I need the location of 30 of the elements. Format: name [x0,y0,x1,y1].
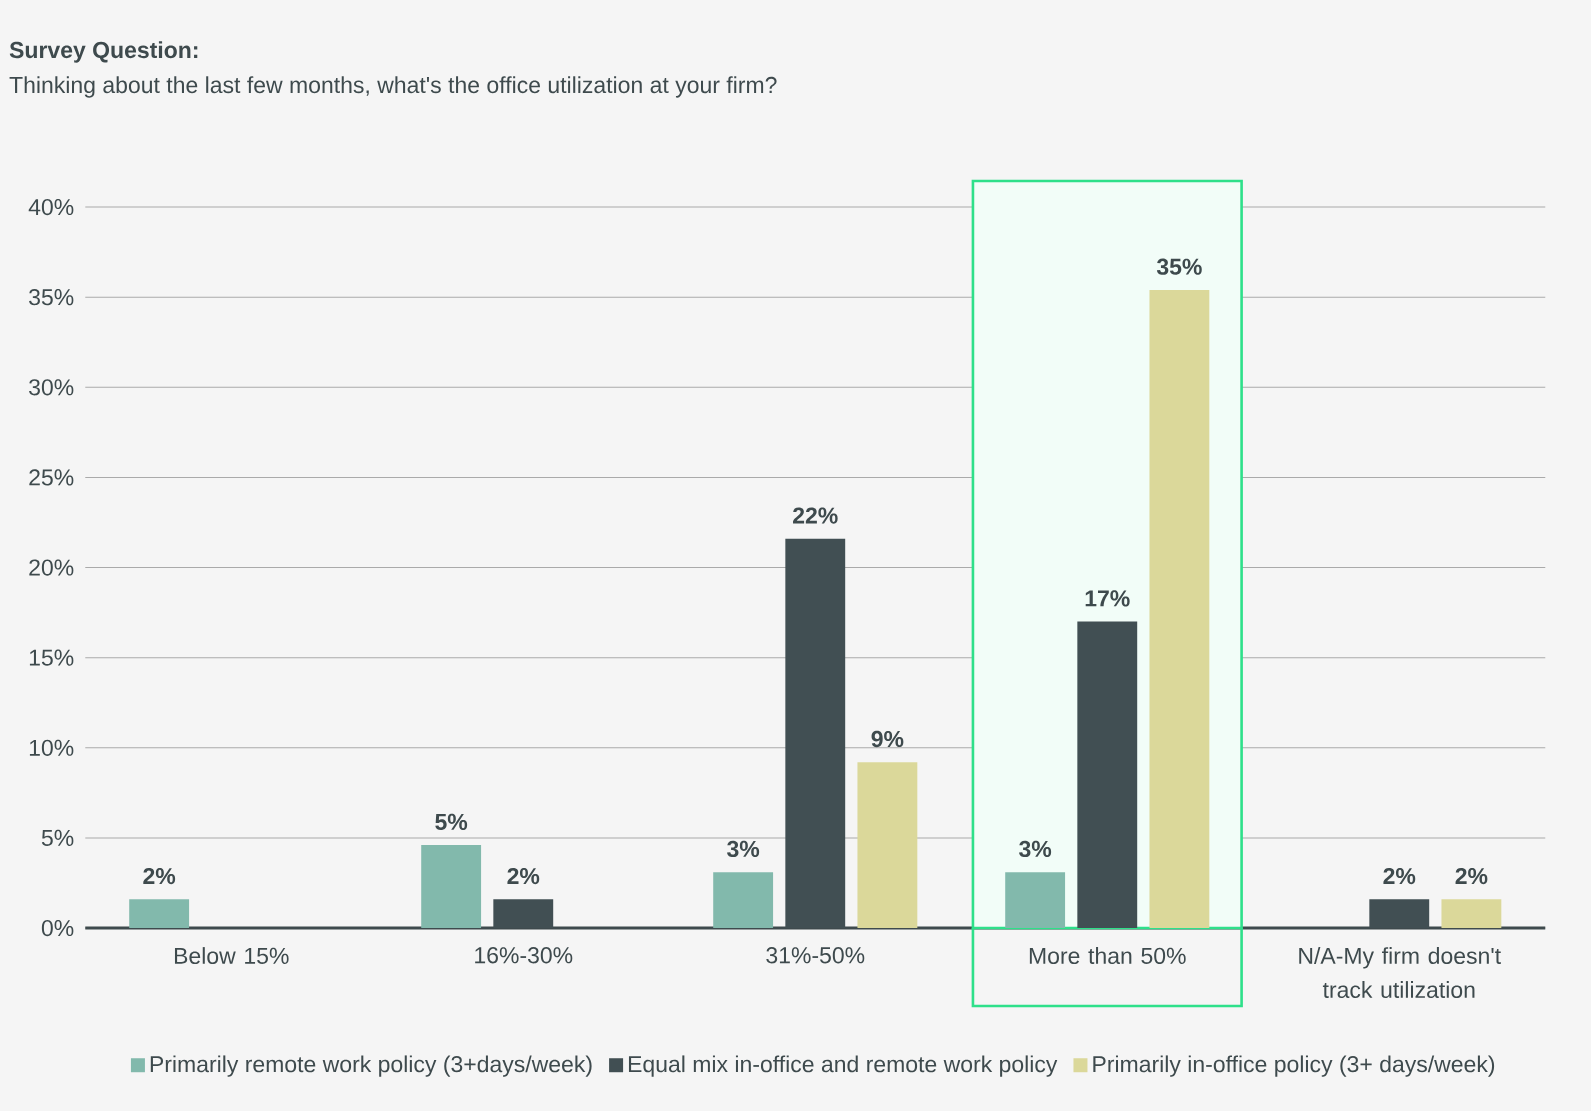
y-tick-label: 35% [29,289,74,306]
y-tick-label: 15% [29,649,74,666]
data-label: 9% [871,730,904,748]
y-tick-label: 10% [29,739,74,756]
data-label: 5% [435,813,468,831]
x-tick-label: 16%-30% [475,947,573,964]
data-label: 2% [1455,867,1488,885]
legend-label: Primarily in-office policy (3+ days/week) [1093,1055,1495,1077]
y-tick-label: 25% [29,469,74,486]
y-tick-label: 5% [41,829,74,846]
data-label: 2% [1383,867,1416,885]
y-tick-label: 40% [28,198,74,216]
chart-title: Survey Question: [9,41,198,63]
data-label: 22% [793,507,838,524]
legend-label: Primarily remote work policy (3+days/week) [150,1055,592,1077]
data-label: 3% [727,840,760,858]
chart-subtitle: Thinking about the last few months, what's the office utilization at your firm? [9,76,777,98]
data-label: 2% [507,867,540,885]
data-label: 2% [143,867,176,885]
x-tick-label: N/A-My firm doesn't track utilization [1299,947,1501,998]
x-tick-label: Below 15% [174,947,289,964]
x-tick-label: 31%-50% [766,947,865,964]
x-tick-label: More than 50% [1029,947,1186,964]
data-label: 3% [1019,840,1052,858]
y-tick-label: 0% [41,919,74,937]
y-tick-label: 20% [29,559,74,576]
data-label: 35% [1156,258,1202,275]
y-tick-label: 30% [29,379,74,396]
data-label: 17% [1085,590,1130,607]
legend-label: Equal mix in-office and remote work policy [628,1055,1058,1077]
